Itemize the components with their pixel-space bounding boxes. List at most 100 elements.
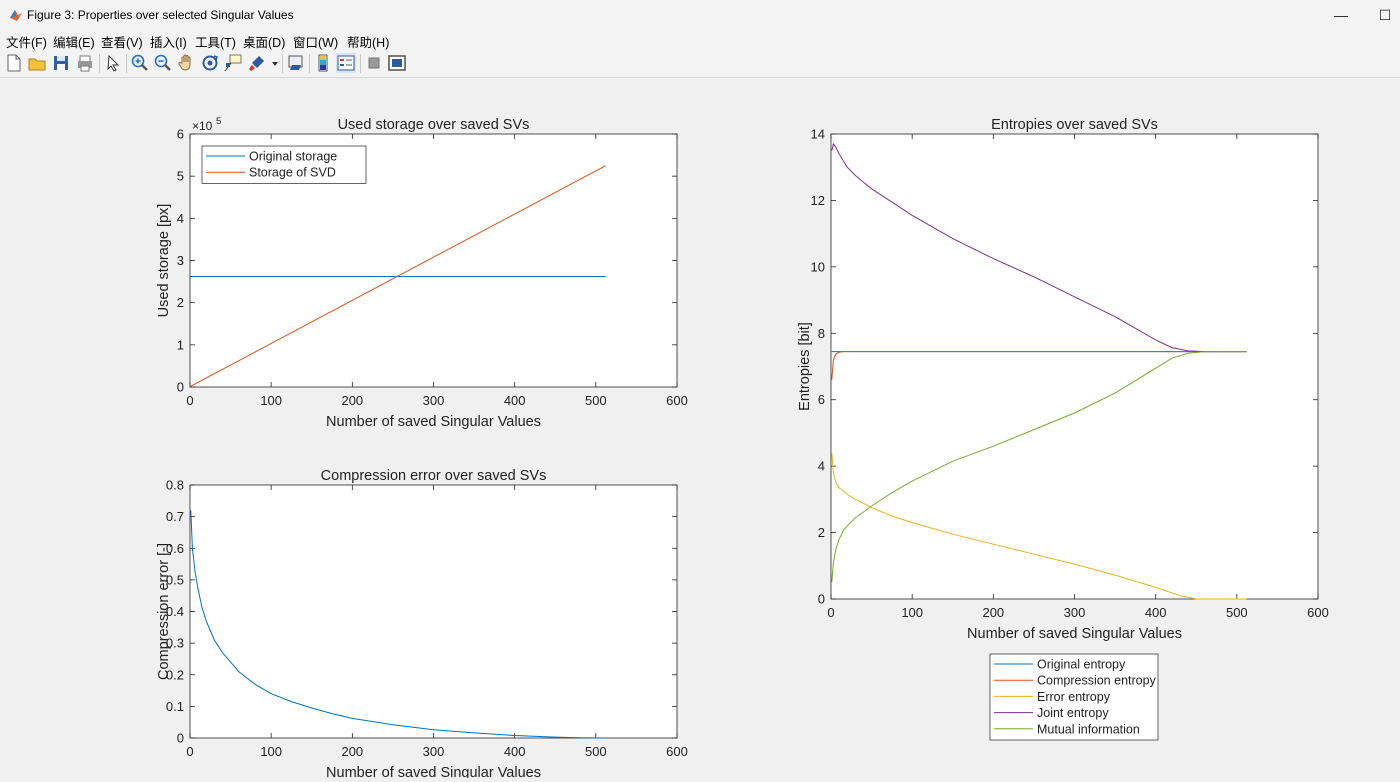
legend-box[interactable] — [201, 145, 367, 184]
x-tick-label: 500 — [1226, 605, 1248, 620]
x-tick-label: 0 — [186, 393, 193, 408]
series-line-1[interactable] — [831, 351, 1247, 380]
y-tick-label: 0.5 — [166, 572, 184, 587]
y-tick-label: 14 — [811, 127, 825, 142]
toolbar-separator — [282, 54, 283, 73]
open-file-icon[interactable] — [27, 53, 47, 73]
y-tick-label: 6 — [818, 392, 825, 407]
menu-window[interactable]: 窗口(W) — [293, 36, 339, 50]
plot-area[interactable] — [189, 484, 678, 739]
new-figure-icon[interactable] — [4, 53, 24, 73]
menu-help[interactable]: 帮助(H) — [347, 36, 390, 50]
menu-edit[interactable]: 编辑(E) — [53, 36, 95, 50]
y-axis-label: Compression error [-] — [156, 543, 172, 680]
legend-entry-label: Original storage — [249, 150, 337, 164]
y-tick-label: 3 — [177, 253, 184, 268]
legend[interactable]: Original storage Storage of SVD — [201, 145, 367, 184]
legend-entry-label: Mutual information — [1037, 722, 1140, 736]
y-tick-label: 2 — [818, 525, 825, 540]
entropies-axes[interactable]: 0 100 200 300 400 500 600 0 2 4 6 8 10 12 14 Entropies … — [797, 117, 1329, 741]
y-tick-label: 8 — [818, 326, 825, 341]
y-tick-label: 0.4 — [166, 604, 184, 619]
series-line-3[interactable] — [831, 142, 1247, 353]
x-tick-label: 100 — [901, 605, 923, 620]
menu-bar: 文件(F) 编辑(E) 查看(V) 插入(I) 工具(T) 桌面(D) 窗口(W… — [0, 30, 1400, 50]
y-tick-label: 0.3 — [166, 636, 184, 651]
y-axis-label: Used storage [px] — [156, 204, 172, 318]
matlab-logo-icon — [10, 10, 22, 21]
menu-view[interactable]: 查看(V) — [101, 36, 143, 50]
chart-title: Entropies over saved SVs — [991, 117, 1158, 133]
y-tick-label: 0 — [177, 380, 184, 395]
y-tick-label: 0.8 — [166, 478, 184, 493]
x-tick-label: 600 — [666, 744, 688, 759]
legend[interactable]: Original entropy Compression entropy Error… — [989, 653, 1159, 741]
y-tick-label: 5 — [177, 169, 184, 184]
x-axis-label: Number of saved Singular Values — [326, 414, 541, 430]
compression-error-axes[interactable]: 0 100 200 300 400 500 600 0 0.1 0.2 0.3 0.4 0.5 0.6 0.… — [156, 468, 688, 778]
zoom-in-icon[interactable] — [130, 53, 150, 73]
select-arrow-icon[interactable] — [103, 53, 123, 73]
x-tick-label: 200 — [982, 605, 1004, 620]
legend-entry-label: Joint entropy — [1037, 706, 1109, 720]
series-line-4[interactable] — [831, 351, 1247, 583]
y-tick-label: 6 — [177, 127, 184, 142]
y-tick-label: 2 — [177, 295, 184, 310]
toolbar-separator — [360, 54, 361, 73]
x-tick-label: 300 — [423, 744, 445, 759]
menu-insert[interactable]: 插入(I) — [150, 36, 187, 50]
x-tick-label: 0 — [827, 605, 834, 620]
data-cursor-icon[interactable] — [223, 53, 243, 73]
legend-icon[interactable] — [336, 53, 356, 73]
brush-icon[interactable] — [247, 53, 267, 73]
y-tick-label: 0.2 — [166, 667, 184, 682]
x-tick-label: 600 — [666, 393, 688, 408]
link-plot-icon[interactable] — [286, 53, 306, 73]
brush-dropdown-icon[interactable] — [271, 60, 279, 68]
x-tick-label: 300 — [423, 393, 445, 408]
toolbar-separator — [99, 54, 100, 73]
x-tick-label: 300 — [1064, 605, 1086, 620]
y-tick-label: 0 — [177, 731, 184, 746]
legend-box[interactable] — [989, 653, 1159, 741]
series-line-0[interactable] — [190, 510, 606, 739]
x-tick-label: 400 — [504, 744, 526, 759]
save-icon[interactable] — [51, 53, 71, 73]
maximize-icon[interactable]: ☐ — [1378, 7, 1392, 23]
y-tick-label: 1 — [177, 337, 184, 352]
chart-title: Used storage over saved SVs — [338, 117, 530, 133]
menu-desktop[interactable]: 桌面(D) — [243, 36, 286, 50]
chart-title: Compression error over saved SVs — [321, 468, 547, 484]
y-exponent-label: ×10 — [192, 119, 213, 133]
toolbar-separator — [126, 54, 127, 73]
print-icon[interactable] — [75, 53, 95, 73]
y-tick-label: 4 — [177, 211, 184, 226]
show-plot-tools-icon[interactable] — [387, 53, 407, 73]
hide-plot-tools-icon[interactable] — [364, 53, 384, 73]
pan-hand-icon[interactable] — [177, 53, 197, 73]
title-bar: Figure 3: Properties over selected Singu… — [0, 0, 1400, 30]
x-tick-label: 0 — [186, 744, 193, 759]
plot-area[interactable] — [830, 133, 1319, 600]
y-tick-label: 0.6 — [166, 541, 184, 556]
menu-tools[interactable]: 工具(T) — [195, 36, 236, 50]
series-line-2[interactable] — [831, 452, 1247, 600]
x-tick-label: 100 — [260, 393, 282, 408]
y-tick-label: 12 — [811, 193, 825, 208]
x-tick-label: 400 — [504, 393, 526, 408]
minimize-icon[interactable]: — — [1334, 7, 1348, 23]
legend-entry-label: Compression entropy — [1037, 674, 1157, 688]
toolbar — [0, 50, 1400, 78]
legend-entry-label: Error entropy — [1037, 690, 1111, 704]
x-tick-label: 200 — [341, 744, 363, 759]
y-tick-label: 0.1 — [166, 699, 184, 714]
series-line-1[interactable] — [189, 165, 606, 388]
y-tick-label: 0 — [818, 592, 825, 607]
zoom-out-icon[interactable] — [153, 53, 173, 73]
rotate-3d-icon[interactable] — [200, 53, 220, 73]
colorbar-icon[interactable] — [313, 53, 333, 73]
menu-file[interactable]: 文件(F) — [6, 36, 47, 50]
x-tick-label: 500 — [585, 393, 607, 408]
